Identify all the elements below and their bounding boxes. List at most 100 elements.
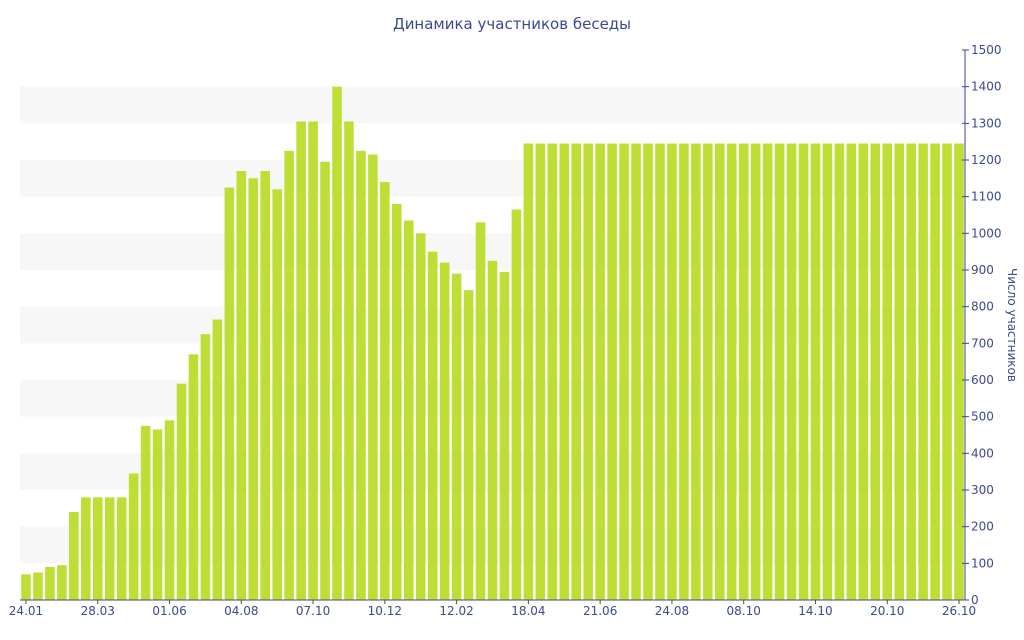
y-tick-label: 900 <box>971 263 994 277</box>
y-tick-label: 600 <box>971 373 994 387</box>
x-tick-label: 14.10 <box>798 604 832 618</box>
x-tick-label: 26.10 <box>942 604 976 618</box>
bar <box>714 143 725 600</box>
x-tick-label: 24.01 <box>9 604 43 618</box>
bar <box>439 262 450 600</box>
x-tick-label: 01.06 <box>152 604 186 618</box>
bar <box>45 567 55 600</box>
x-tick-label: 28.03 <box>81 604 115 618</box>
bar <box>415 233 426 601</box>
y-tick-label: 800 <box>971 300 994 314</box>
bar <box>236 171 247 600</box>
bar <box>260 171 271 600</box>
bar <box>403 220 414 600</box>
bar <box>200 334 211 600</box>
bar <box>834 143 845 600</box>
x-tick-label: 12.02 <box>439 604 473 618</box>
bar <box>487 260 498 600</box>
bar <box>607 143 617 600</box>
bar <box>595 143 605 600</box>
bar <box>128 473 139 600</box>
bar <box>188 354 199 600</box>
bar <box>858 143 869 600</box>
bar <box>140 425 151 600</box>
bar <box>69 512 79 600</box>
bar <box>906 143 916 600</box>
bar <box>176 383 187 600</box>
bar <box>762 143 773 600</box>
bar <box>750 143 761 600</box>
bar <box>667 143 677 600</box>
bar <box>798 143 809 600</box>
bar <box>152 429 163 600</box>
bar <box>308 121 318 600</box>
chart-title: Динамика участников беседы <box>393 15 631 33</box>
bar <box>631 143 641 600</box>
bar <box>535 143 546 600</box>
bar <box>284 150 294 601</box>
bar <box>116 497 127 600</box>
y-axis: 0 100 200 300 400 500 600 700 800 900 1000 1100 1200… <box>962 43 1002 607</box>
x-tick-label: 24.08 <box>655 604 689 618</box>
bar <box>212 319 223 600</box>
bar <box>930 143 940 600</box>
x-tick-label: 04.08 <box>224 604 258 618</box>
bar <box>894 143 904 600</box>
y-tick-label: 1400 <box>971 80 1002 94</box>
x-tick-label: 18.04 <box>511 604 545 618</box>
bar <box>332 86 342 600</box>
bar <box>918 143 928 600</box>
x-tick-label: 08.10 <box>727 604 761 618</box>
bar <box>104 497 115 600</box>
y-tick-label: 1200 <box>971 153 1002 167</box>
bar <box>738 143 749 600</box>
y-tick-label: 500 <box>971 410 994 424</box>
bar <box>726 143 737 600</box>
y-tick-label: 0 <box>971 593 979 607</box>
y-tick-label: 1300 <box>971 116 1002 130</box>
bar <box>942 143 952 600</box>
bar <box>451 273 462 600</box>
bar <box>296 121 306 600</box>
bar <box>427 251 438 600</box>
bar <box>571 143 582 600</box>
bar <box>822 143 833 600</box>
bar <box>774 143 785 600</box>
y-tick-label: 200 <box>971 520 994 534</box>
x-tick-label: 10.12 <box>368 604 402 618</box>
bar <box>559 143 570 600</box>
bar <box>679 143 689 600</box>
bar <box>954 143 964 600</box>
bar <box>475 222 486 601</box>
y-axis-label: Число участников <box>1005 268 1019 382</box>
bar <box>224 187 235 600</box>
y-tick-label: 700 <box>971 336 994 350</box>
bar <box>164 420 175 600</box>
bar <box>320 161 330 601</box>
x-tick-label: 07.10 <box>296 604 330 618</box>
y-tick-label: 400 <box>971 446 994 460</box>
bar <box>499 271 510 600</box>
bar <box>463 290 474 600</box>
y-tick-label: 1000 <box>971 226 1002 240</box>
y-tick-label: 1100 <box>971 190 1002 204</box>
bar <box>272 189 282 601</box>
y-tick-label: 1500 <box>971 43 1002 57</box>
bar <box>691 143 701 600</box>
bar <box>655 143 665 600</box>
bar <box>92 497 103 600</box>
y-tick-label: 300 <box>971 483 994 497</box>
bar <box>786 143 797 600</box>
grid-band <box>20 86 965 124</box>
x-tick-label: 21.06 <box>583 604 617 618</box>
bar <box>392 204 402 600</box>
bar <box>248 178 259 601</box>
bar <box>703 143 713 600</box>
bar <box>870 143 881 600</box>
y-tick-label: 100 <box>971 556 994 570</box>
bar <box>619 143 629 600</box>
bar <box>846 143 857 600</box>
bar <box>583 143 593 600</box>
bar <box>380 182 390 600</box>
bar <box>344 121 354 600</box>
